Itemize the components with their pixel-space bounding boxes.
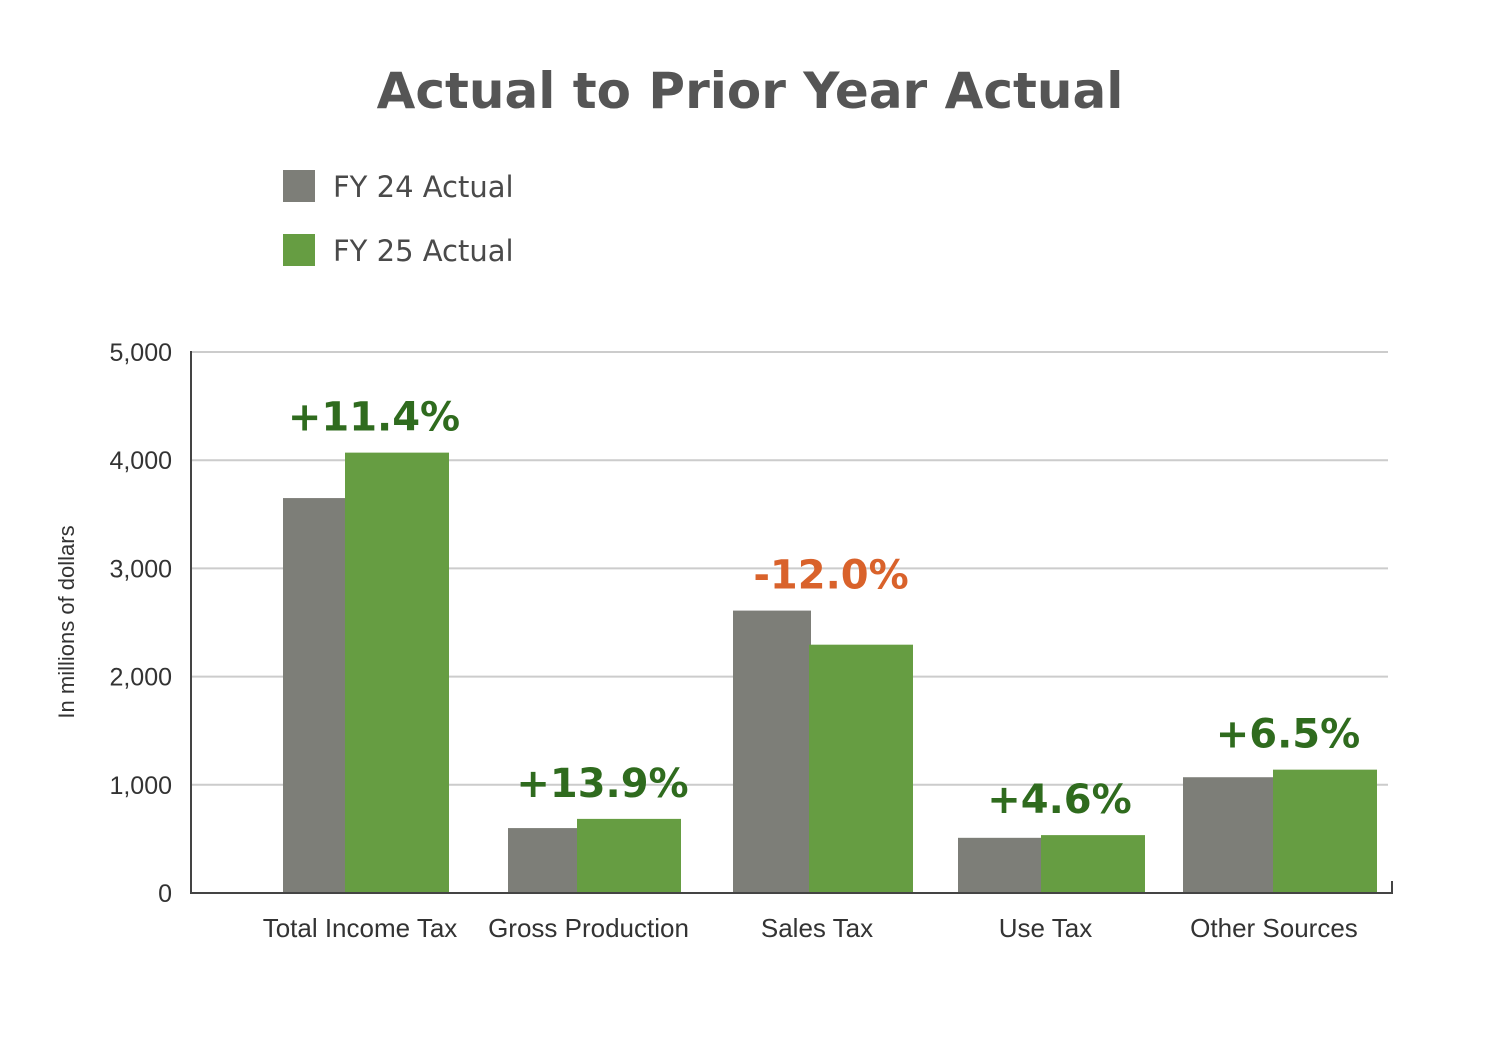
change-label: -12.0% [753,553,908,599]
data-labels: +11.4% +13.9% -12.0% +4.6% +6.5% [288,395,1360,823]
legend-label-fy24: FY 24 Actual [333,170,514,204]
x-category-label: Gross Production [488,913,689,943]
legend-swatch-fy24 [283,170,315,202]
x-category-label: Use Tax [999,913,1092,943]
x-category-label: Total Income Tax [263,913,458,943]
legend-swatch-fy25 [283,234,315,266]
bar-fy24 [733,610,811,893]
bar-fy25 [809,644,913,893]
y-tick-label: 3,000 [109,555,172,583]
x-category-label: Other Sources [1190,913,1358,943]
y-tick-label: 0 [158,880,172,908]
change-label: +6.5% [1216,712,1360,758]
bar-fy24 [1183,777,1275,893]
bar-fy24 [283,498,347,893]
bar-fy25 [1041,835,1145,893]
bar-fy25 [345,452,449,893]
chart-title: Actual to Prior Year Actual [377,62,1124,120]
change-label: +13.9% [516,761,688,807]
y-tick-label: 2,000 [109,664,172,692]
y-axis-label: In millions of dollars [54,525,79,718]
change-label: +4.6% [987,777,1131,823]
bar-fy24 [958,837,1043,893]
y-tick-label: 4,000 [109,447,172,475]
bar-fy25 [577,818,681,893]
x-axis-categories: Total Income Tax Gross Production Sales Ta… [263,913,1358,943]
bar-fy24 [508,828,579,893]
y-tick-label: 1,000 [109,772,172,800]
legend: FY 24 Actual FY 25 Actual [283,170,514,268]
change-label: +11.4% [288,395,460,441]
x-category-label: Sales Tax [761,913,873,943]
legend-label-fy25: FY 25 Actual [333,234,514,268]
y-axis-ticks: 0 1,000 2,000 3,000 4,000 5,000 [109,339,172,908]
bar-fy25 [1273,769,1377,893]
bars [283,452,1377,893]
y-tick-label: 5,000 [109,339,172,367]
